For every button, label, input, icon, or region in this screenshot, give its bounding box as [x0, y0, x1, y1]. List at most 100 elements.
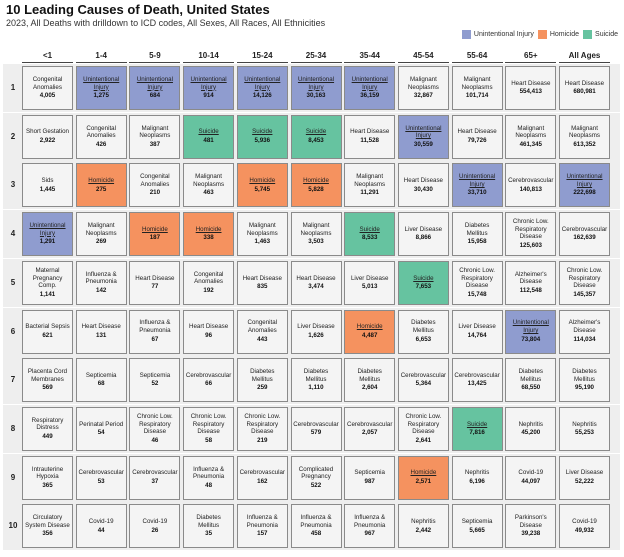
cause-cell[interactable]: Cerebrovascular 140,813 [505, 163, 557, 208]
cause-cell[interactable]: Unintentional Injury 36,159 [344, 66, 396, 110]
cause-cell[interactable]: Suicide 481 [183, 114, 235, 159]
cause-cell[interactable]: Suicide 8,453 [290, 114, 342, 159]
cause-cell[interactable]: Cerebrovascular 13,425 [451, 358, 503, 403]
cause-cell[interactable]: Malignant Neoplasms 269 [75, 212, 127, 257]
cause-cell[interactable]: Bacterial Sepsis 621 [22, 309, 73, 354]
cause-cell[interactable]: Heart Disease 131 [75, 309, 127, 354]
cause-cell[interactable]: Malignant Neoplasms 461,345 [505, 114, 557, 159]
cause-cell[interactable]: Heart Disease 77 [129, 260, 181, 305]
cause-cell[interactable]: Suicide 7,653 [397, 260, 449, 305]
cause-cell[interactable]: Congenital Anomalies 443 [236, 309, 288, 354]
cause-cell[interactable]: Suicide 8,533 [344, 212, 396, 257]
cause-cell[interactable]: Liver Disease 52,222 [559, 455, 610, 500]
cause-cell[interactable]: Chronic Low. Respiratory Disease 58 [183, 406, 235, 451]
cause-cell[interactable]: Homicide 5,828 [290, 163, 342, 208]
cause-cell[interactable]: Nephritis 55,253 [559, 406, 610, 451]
cause-cell[interactable]: Influenza & Pneumonia 157 [236, 504, 288, 549]
cause-cell[interactable]: Unintentional Injury 222,698 [559, 163, 610, 208]
cause-cell[interactable]: Malignant Neoplasms 1,463 [236, 212, 288, 257]
cause-cell[interactable]: Sids 1,445 [22, 163, 73, 208]
cause-cell[interactable]: Alzheimer's Disease 114,034 [559, 309, 610, 354]
cause-cell[interactable]: Parkinson's Disease 39,238 [505, 504, 557, 549]
cause-cell[interactable]: Cerebrovascular 162,639 [559, 212, 610, 257]
cause-cell[interactable]: Malignant Neoplasms 11,291 [344, 163, 396, 208]
legend-item-suicide[interactable]: Suicide [583, 30, 618, 39]
cause-cell[interactable]: Nephritis 2,442 [397, 504, 449, 549]
cause-cell[interactable]: Chronic Low. Respiratory Disease 2,641 [397, 406, 449, 451]
cause-cell[interactable]: Diabetes Mellitus 35 [183, 504, 235, 549]
cause-cell[interactable]: Cerebrovascular 5,364 [397, 358, 449, 403]
cause-cell[interactable]: Covid-19 44,097 [505, 455, 557, 500]
cause-cell[interactable]: Septicemia 5,665 [451, 504, 503, 549]
cause-cell[interactable]: Malignant Neoplasms 32,867 [397, 66, 449, 110]
cause-cell[interactable]: Intrauterine Hypoxia 365 [22, 455, 73, 500]
cause-cell[interactable]: Diabetes Mellitus 68,550 [505, 358, 557, 403]
cause-cell[interactable]: Influenza & Pneumonia 967 [344, 504, 396, 549]
cause-cell[interactable]: Alzheimer's Disease 112,548 [505, 260, 557, 305]
cause-cell[interactable]: Unintentional Injury 1,275 [75, 66, 127, 110]
cause-cell[interactable]: Homicide 2,571 [397, 455, 449, 500]
cause-cell[interactable]: Influenza & Pneumonia 142 [75, 260, 127, 305]
cause-cell[interactable]: Malignant Neoplasms 463 [183, 163, 235, 208]
cause-cell[interactable]: Homicide 275 [75, 163, 127, 208]
cause-cell[interactable]: Influenza & Pneumonia 458 [290, 504, 342, 549]
cause-cell[interactable]: Circulatory System Disease 356 [22, 504, 73, 549]
cause-cell[interactable]: Congenital Anomalies 192 [183, 260, 235, 305]
cause-cell[interactable]: Covid-19 26 [129, 504, 181, 549]
cause-cell[interactable]: Unintentional Injury 14,126 [236, 66, 288, 110]
cause-cell[interactable]: Unintentional Injury 30,163 [290, 66, 342, 110]
cause-cell[interactable]: Cerebrovascular 53 [75, 455, 127, 500]
cause-cell[interactable]: Influenza & Pneumonia 48 [183, 455, 235, 500]
cause-cell[interactable]: Cerebrovascular 162 [236, 455, 288, 500]
cause-cell[interactable]: Diabetes Mellitus 15,958 [451, 212, 503, 257]
cause-cell[interactable]: Liver Disease 8,866 [397, 212, 449, 257]
cause-cell[interactable]: Unintentional Injury 684 [129, 66, 181, 110]
cause-cell[interactable]: Short Gestation 2,922 [22, 114, 73, 159]
cause-cell[interactable]: Heart Disease 11,528 [344, 114, 396, 159]
cause-cell[interactable]: Heart Disease 30,430 [397, 163, 449, 208]
cause-cell[interactable]: Homicide 338 [183, 212, 235, 257]
cause-cell[interactable]: Covid-19 49,932 [559, 504, 610, 549]
cause-cell[interactable]: Heart Disease 79,726 [451, 114, 503, 159]
cause-cell[interactable]: Complicated Pregnancy 522 [290, 455, 342, 500]
cause-cell[interactable]: Unintentional Injury 33,710 [451, 163, 503, 208]
cause-cell[interactable]: Malignant Neoplasms 387 [129, 114, 181, 159]
cause-cell[interactable]: Perinatal Period 54 [75, 406, 127, 451]
cause-cell[interactable]: Congenital Anomalies 426 [75, 114, 127, 159]
cause-cell[interactable]: Malignant Neoplasms 101,714 [451, 66, 503, 110]
cause-cell[interactable]: Diabetes Mellitus 95,190 [559, 358, 610, 403]
cause-cell[interactable]: Chronic Low. Respiratory Disease 15,748 [451, 260, 503, 305]
cause-cell[interactable]: Homicide 187 [129, 212, 181, 257]
cause-cell[interactable]: Chronic Low. Respiratory Disease 145,357 [559, 260, 610, 305]
cause-cell[interactable]: Homicide 5,745 [236, 163, 288, 208]
cause-cell[interactable]: Liver Disease 1,626 [290, 309, 342, 354]
cause-cell[interactable]: Suicide 5,936 [236, 114, 288, 159]
legend-item-homicide[interactable]: Homicide [537, 30, 579, 39]
cause-cell[interactable]: Heart Disease 835 [236, 260, 288, 305]
cause-cell[interactable]: Influenza & Pneumonia 67 [129, 309, 181, 354]
cause-cell[interactable]: Chronic Low. Respiratory Disease 46 [129, 406, 181, 451]
cause-cell[interactable]: Heart Disease 554,413 [505, 66, 557, 110]
cause-cell[interactable]: Nephritis 45,200 [505, 406, 557, 451]
cause-cell[interactable]: Heart Disease 3,474 [290, 260, 342, 305]
cause-cell[interactable]: Diabetes Mellitus 259 [236, 358, 288, 403]
cause-cell[interactable]: Diabetes Mellitus 6,653 [397, 309, 449, 354]
cause-cell[interactable]: Suicide 7,816 [451, 406, 503, 451]
cause-cell[interactable]: Nephritis 6,196 [451, 455, 503, 500]
cause-cell[interactable]: Cerebrovascular 2,057 [344, 406, 396, 451]
cause-cell[interactable]: Malignant Neoplasms 3,503 [290, 212, 342, 257]
cause-cell[interactable]: Liver Disease 5,013 [344, 260, 396, 305]
cause-cell[interactable]: Malignant Neoplasms 613,352 [559, 114, 610, 159]
cause-cell[interactable]: Septicemia 68 [75, 358, 127, 403]
cause-cell[interactable]: Diabetes Mellitus 1,110 [290, 358, 342, 403]
cause-cell[interactable]: Unintentional Injury 73,804 [505, 309, 557, 354]
cause-cell[interactable]: Heart Disease 96 [183, 309, 235, 354]
cause-cell[interactable]: Covid-19 44 [75, 504, 127, 549]
cause-cell[interactable]: Cerebrovascular 66 [183, 358, 235, 403]
cause-cell[interactable]: Chronic Low. Respiratory Disease 219 [236, 406, 288, 451]
cause-cell[interactable]: Chronic Low. Respiratory Disease 125,603 [505, 212, 557, 257]
cause-cell[interactable]: Respiratory Distress 449 [22, 406, 73, 451]
cause-cell[interactable]: Congenital Anomalies 4,005 [22, 66, 73, 110]
cause-cell[interactable]: Septicemia 52 [129, 358, 181, 403]
legend-item-injury[interactable]: Unintentional Injury [461, 30, 534, 39]
